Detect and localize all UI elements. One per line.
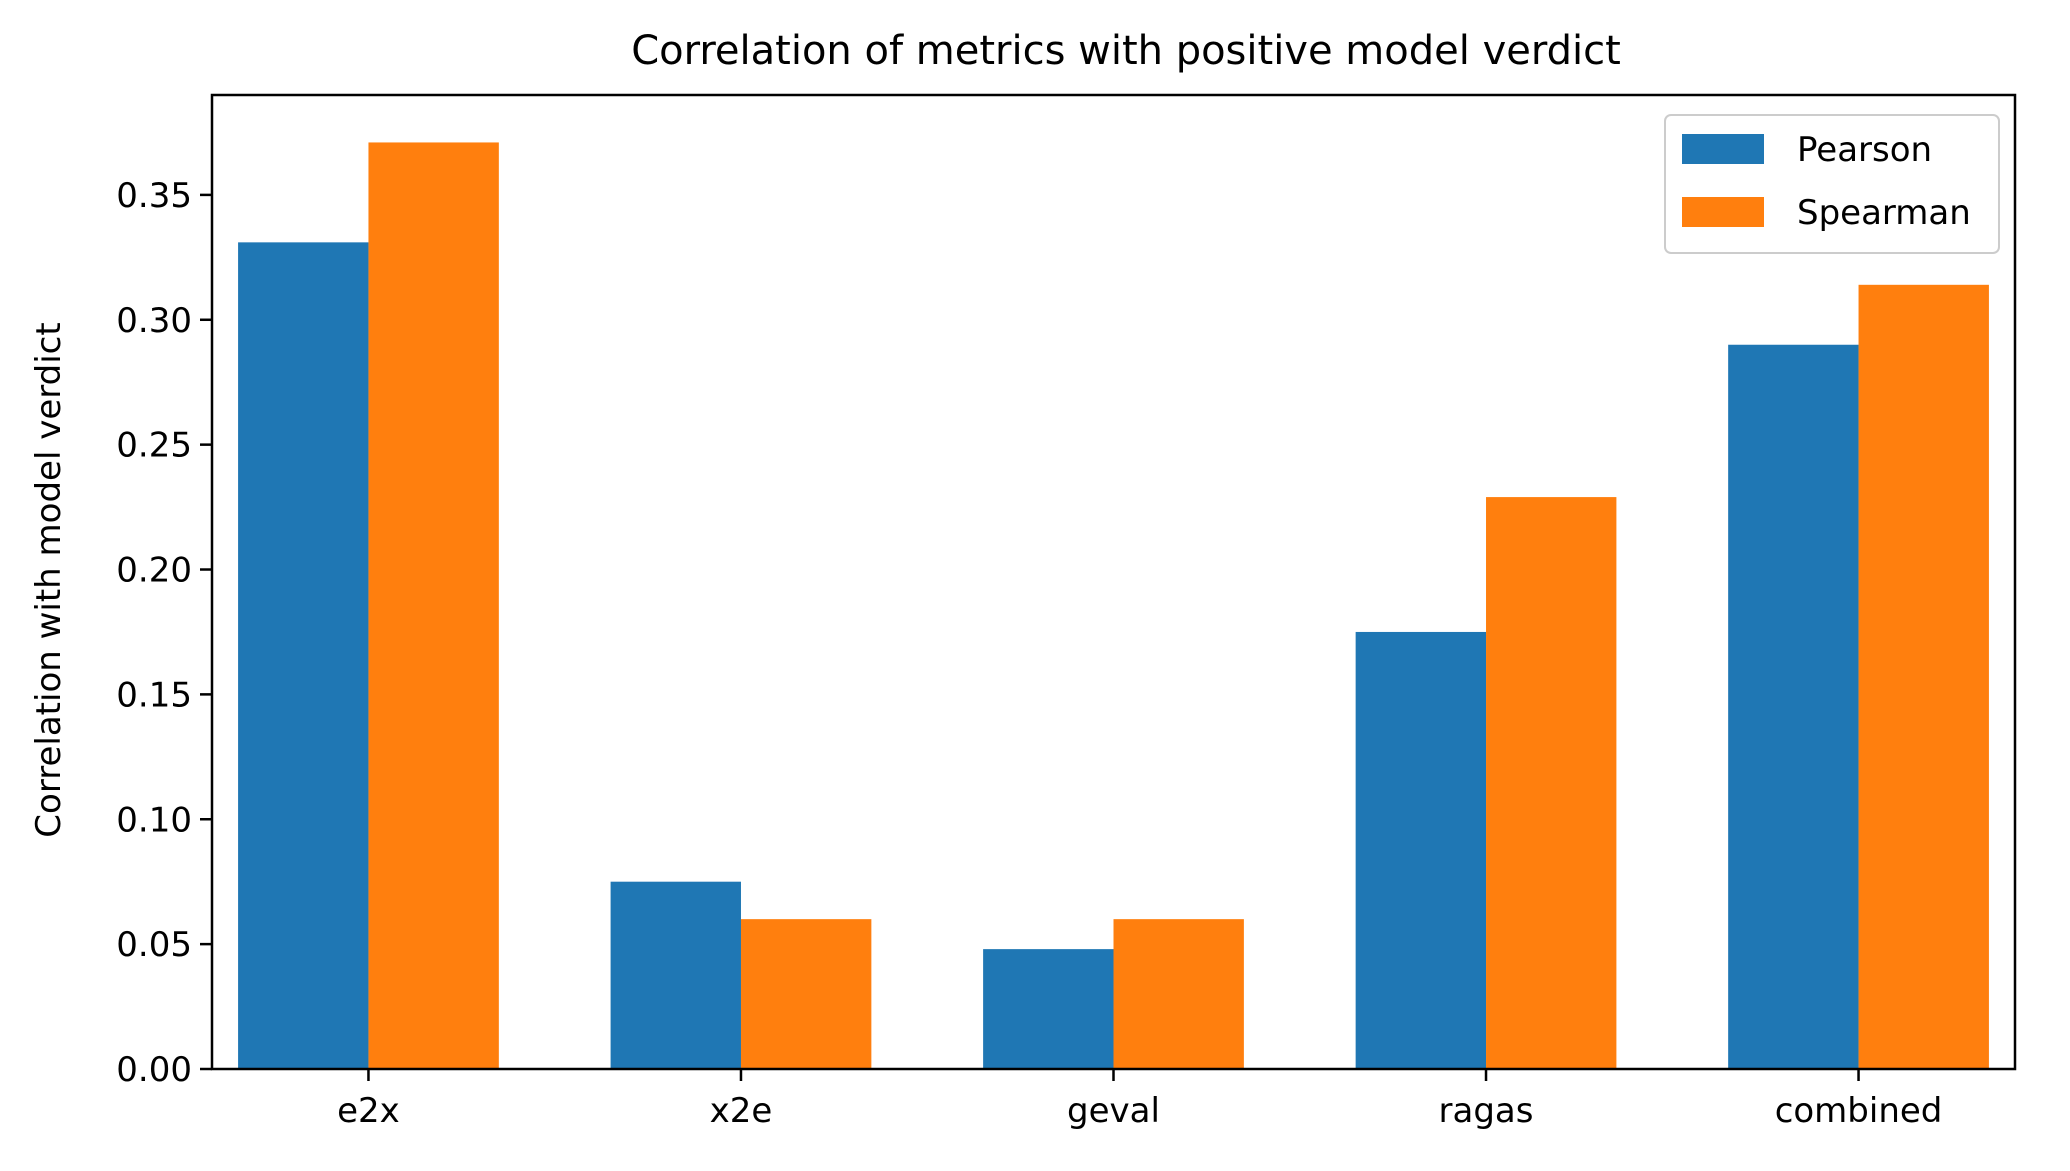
y-tick-label: 0.00 bbox=[116, 1050, 192, 1090]
legend-swatch-spearman bbox=[1682, 197, 1764, 227]
y-tick-label: 0.25 bbox=[116, 426, 192, 466]
bar-pearson-e2x bbox=[238, 242, 369, 1069]
y-tick-label: 0.10 bbox=[116, 800, 192, 840]
y-tick-label: 0.05 bbox=[116, 925, 192, 965]
x-axis: e2x x2e geval ragas combined bbox=[337, 1069, 1942, 1131]
bar-spearman-geval bbox=[1113, 919, 1244, 1069]
bars-group bbox=[238, 142, 1989, 1070]
legend-label-pearson: Pearson bbox=[1797, 130, 1932, 170]
y-axis-label: Correlation with model verdict bbox=[29, 322, 69, 837]
chart-title: Correlation of metrics with positive mod… bbox=[631, 28, 1621, 74]
y-tick-label: 0.30 bbox=[116, 301, 192, 341]
y-axis: 0.00 0.05 0.10 0.15 0.20 0.25 0.30 0.35 bbox=[116, 176, 212, 1090]
x-tick-label: ragas bbox=[1439, 1091, 1534, 1131]
bar-spearman-ragas bbox=[1486, 497, 1617, 1070]
bar-pearson-geval bbox=[983, 949, 1114, 1069]
bar-pearson-ragas bbox=[1355, 631, 1487, 1069]
legend-swatch-pearson bbox=[1682, 134, 1764, 164]
legend-label-spearman: Spearman bbox=[1797, 193, 1971, 233]
y-tick-label: 0.20 bbox=[116, 551, 192, 591]
bar-spearman-x2e bbox=[740, 919, 872, 1069]
legend: Pearson Spearman bbox=[1664, 114, 2000, 254]
y-tick-label: 0.35 bbox=[116, 176, 192, 216]
bar-spearman-combined bbox=[1858, 284, 1989, 1069]
plot-frame bbox=[210, 93, 2017, 1071]
bar-spearman-e2x bbox=[368, 142, 499, 1069]
x-tick-label: e2x bbox=[337, 1091, 400, 1131]
bar-pearson-x2e bbox=[610, 881, 741, 1069]
bar-pearson-combined bbox=[1728, 344, 1859, 1069]
x-tick-label: combined bbox=[1775, 1091, 1943, 1131]
x-tick-label: geval bbox=[1067, 1091, 1160, 1131]
y-tick-label: 0.15 bbox=[116, 675, 192, 715]
x-tick-label: x2e bbox=[710, 1091, 773, 1131]
